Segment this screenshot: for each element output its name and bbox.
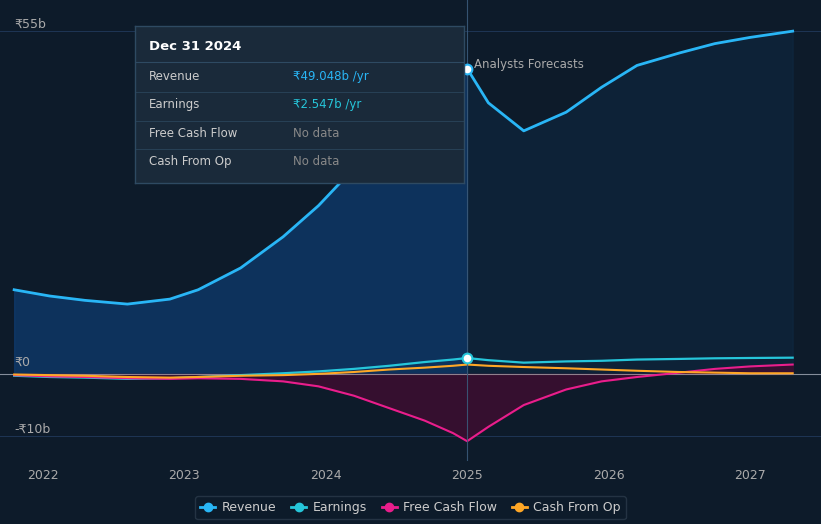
Text: ₹49.048b /yr: ₹49.048b /yr (293, 70, 369, 83)
Text: -₹10b: -₹10b (14, 423, 50, 436)
Text: No data: No data (293, 127, 339, 139)
Text: ₹0: ₹0 (14, 356, 30, 369)
Text: Earnings: Earnings (149, 99, 200, 111)
Text: ₹2.547b /yr: ₹2.547b /yr (293, 99, 361, 111)
Text: Analysts Forecasts: Analysts Forecasts (475, 58, 584, 71)
Text: ₹55b: ₹55b (14, 18, 46, 31)
Legend: Revenue, Earnings, Free Cash Flow, Cash From Op: Revenue, Earnings, Free Cash Flow, Cash … (195, 496, 626, 519)
Text: Cash From Op: Cash From Op (149, 155, 231, 168)
Text: Past: Past (431, 58, 460, 71)
Text: Revenue: Revenue (149, 70, 200, 83)
Text: Free Cash Flow: Free Cash Flow (149, 127, 237, 139)
Text: Dec 31 2024: Dec 31 2024 (149, 40, 241, 53)
Text: No data: No data (293, 155, 339, 168)
